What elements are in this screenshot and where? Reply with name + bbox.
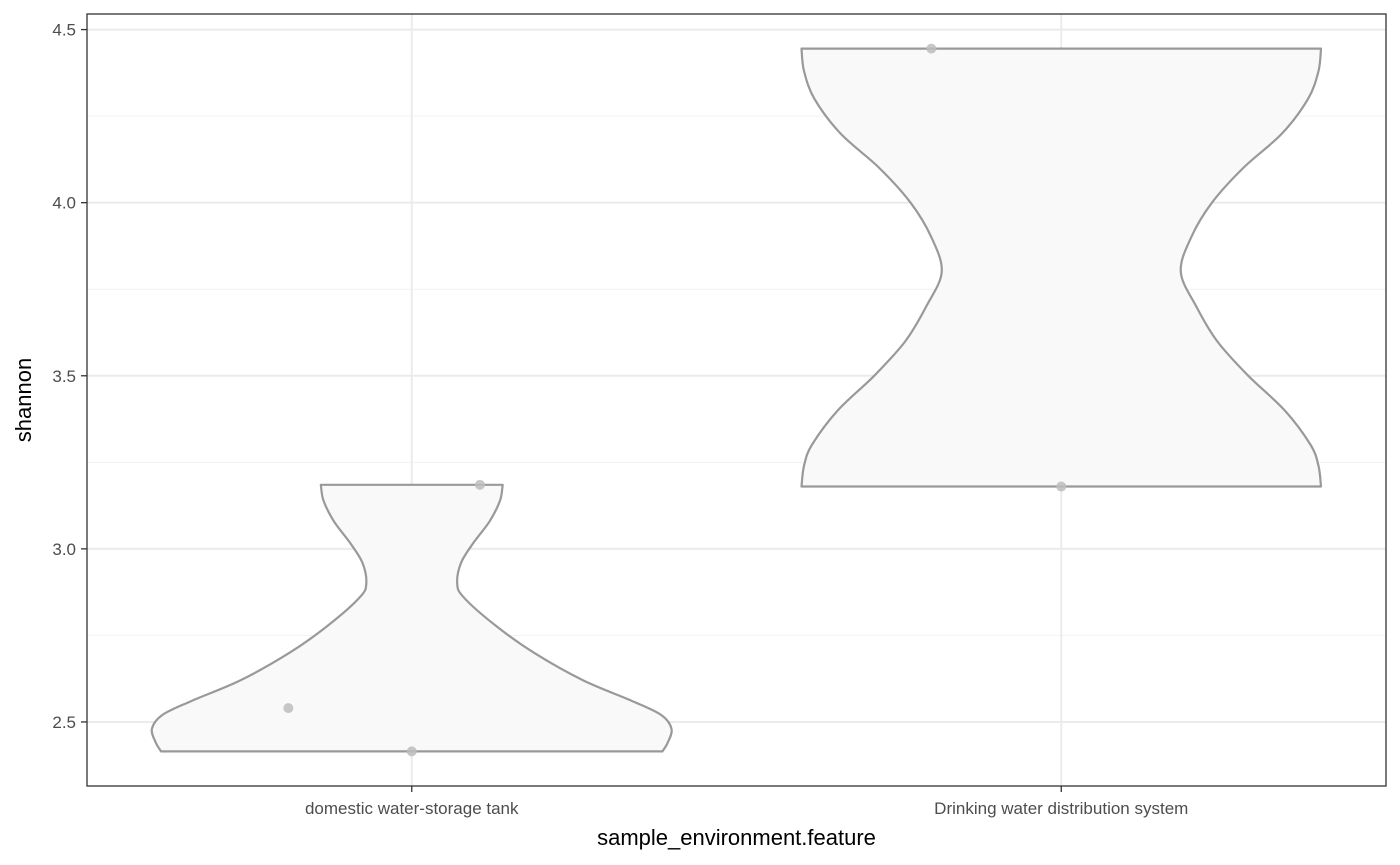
y-tick-label: 4.5 [52,21,76,40]
x-axis-title: sample_environment.feature [597,825,876,850]
violin-1 [150,483,673,753]
data-point [406,746,417,757]
y-tick-label: 3.5 [52,367,76,386]
y-axis: 2.5 3.0 3.5 4.0 4.5 [52,21,87,732]
panel-border [86,13,1387,787]
y-axis-title: shannon [11,358,36,442]
data-point [474,479,485,490]
data-point [1056,481,1067,492]
violin-2 [800,47,1323,488]
data-point [283,703,294,714]
data-point [926,43,937,54]
data-points [283,43,1067,757]
x-tick-label: Drinking water distribution system [934,799,1188,818]
x-tick-label: domestic water-storage tank [305,799,519,818]
violins [150,47,1323,753]
x-axis: domestic water-storage tank Drinking wate… [305,786,1188,818]
y-tick-label: 2.5 [52,713,76,732]
y-tick-label: 3.0 [52,540,76,559]
y-tick-label: 4.0 [52,194,76,213]
